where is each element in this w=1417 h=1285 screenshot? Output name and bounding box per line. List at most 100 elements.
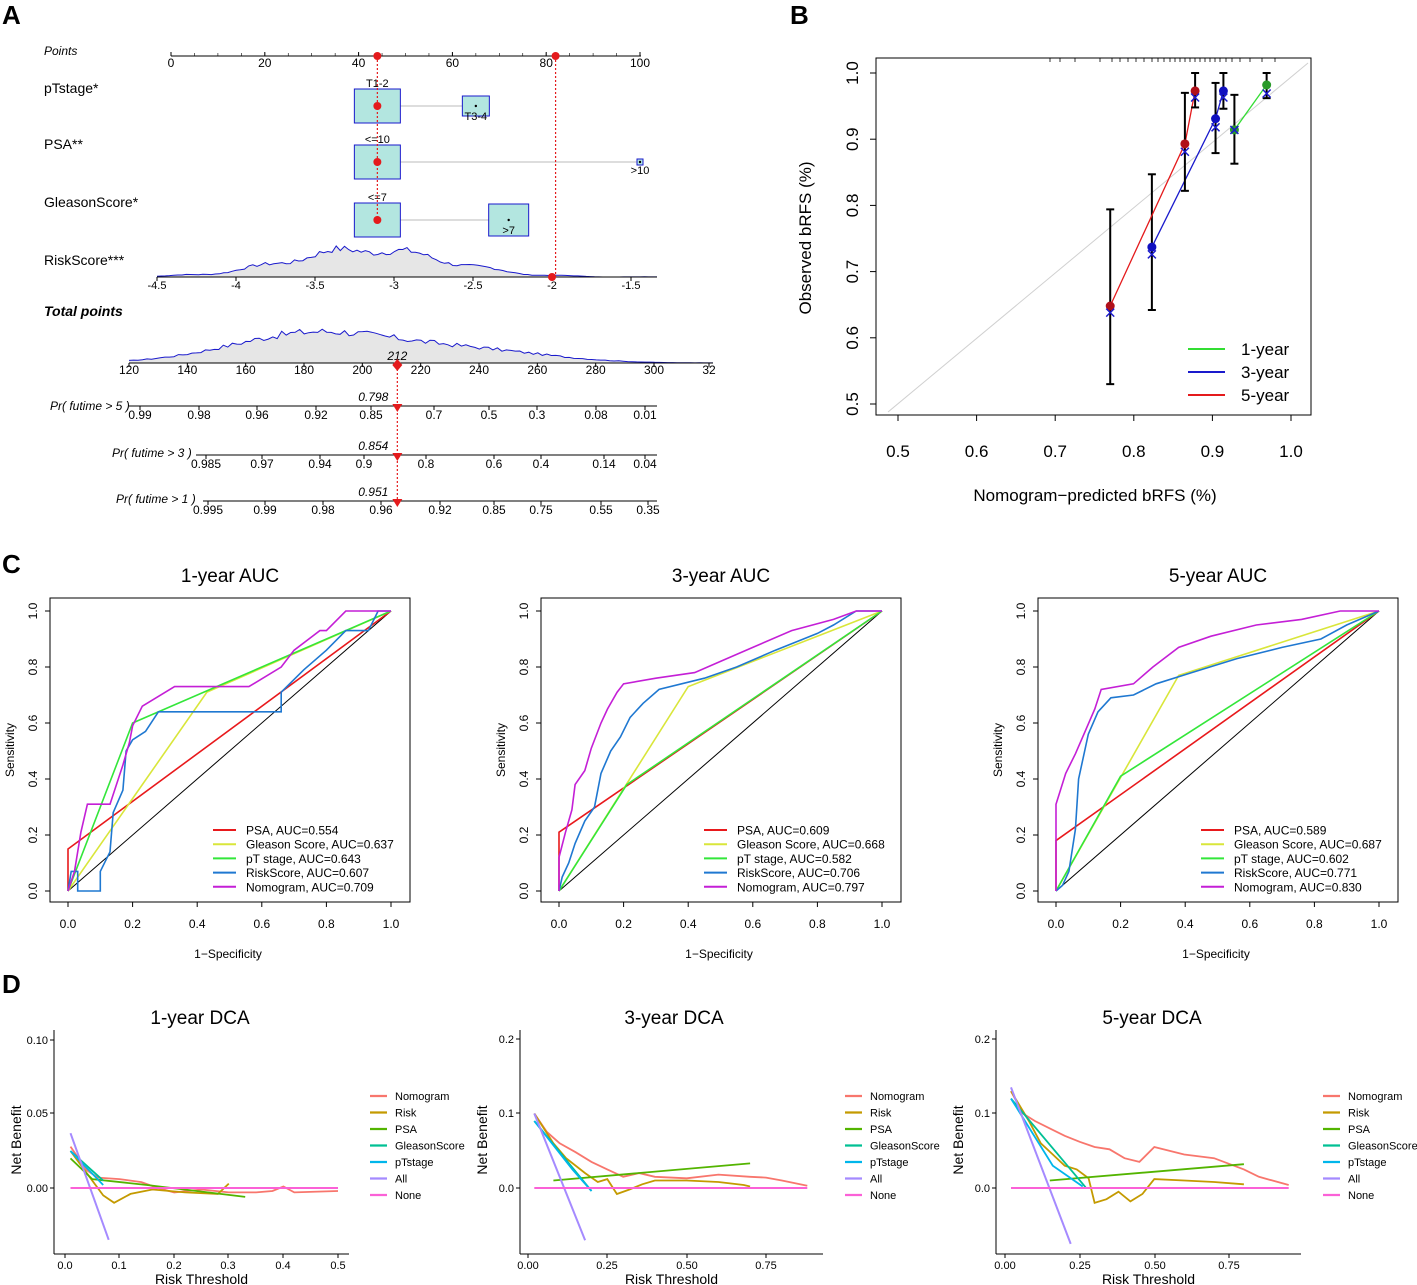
dca-x-label: Risk Threshold [155,1271,248,1285]
probability-tick-label: 0.99 [128,408,152,422]
dca-legend-label: Risk [395,1108,417,1120]
roc-x-tick-label: 0.0 [551,917,568,931]
riskscore-tick-label: -4 [231,280,241,292]
roc-y-tick-label: 0.2 [26,826,40,843]
dca-legend-label: All [1348,1174,1360,1186]
dca-title: 1-year DCA [150,1008,250,1029]
probability-tick-label: 0.985 [191,457,221,471]
points-tick-label: 100 [630,56,650,70]
probability-tick-label: 0.14 [592,457,616,471]
roc-y-tick-label: 0.0 [26,882,40,899]
roc-legend-label: Gleason Score, AUC=0.637 [246,838,394,852]
roc-y-tick-label: 1.0 [26,602,40,619]
dca-curve [553,1162,751,1182]
roc-curve [1055,610,1380,892]
riskscore-tick-label: -2.5 [464,280,483,292]
roc-diagonal [67,610,392,892]
dca-legend-label: Risk [870,1108,892,1120]
roc-legend-label: PSA, AUC=0.609 [737,824,830,838]
dca-x-tick-label: 0.3 [220,1260,235,1272]
dca-y-tick-label: 0.1 [975,1108,990,1120]
calibration-point [1147,242,1157,252]
roc-chart-2: 3-year AUC 0.0 0.0 0.2 0.2 0.4 0.4 0.6 0.6 0.8 0.8… [494,566,902,961]
roc-y-tick-label: 0.8 [26,658,40,675]
x-tick-label: 1.0 [1279,442,1303,461]
dca-y-tick-label: 0.2 [975,1034,990,1046]
dca-y-tick-label: 0.0 [499,1183,514,1195]
dca-curve [533,1112,808,1187]
corrected-marker [1262,88,1272,99]
roc-legend-label: pT stage, AUC=0.643 [246,852,361,866]
panel-letter-c: C [2,549,21,579]
riskscore-tick-label: -1.5 [622,280,641,292]
dca-legend-label: pTstage [395,1157,434,1169]
dca-legend-label: Nomogram [395,1091,449,1103]
points-tick-label: 80 [540,56,554,70]
roc-diagonal [558,610,883,892]
roc-y-label: Sensitivity [991,723,1005,777]
calibration-line-3-year [1151,90,1225,248]
dca-legend-label: GleasonScore [870,1141,940,1153]
level-dot [474,104,478,108]
legend-label: 3-year [1241,363,1290,382]
panel-letter-d: D [2,969,21,999]
probability-value: 0.951 [358,485,388,499]
roc-y-tick-label: 0.0 [517,882,531,899]
roc-x-tick-label: 0.2 [1112,917,1129,931]
dca-legend-label: None [395,1190,421,1202]
probability-tick-label: 0.85 [359,408,383,422]
riskscore-density-line [156,245,657,278]
panel-letter-b: B [790,0,809,30]
probability-marker [392,499,403,507]
roc-x-tick-label: 0.4 [1177,917,1194,931]
roc-x-tick-label: 0.0 [1048,917,1065,931]
dca-legend-label: GleasonScore [395,1141,465,1153]
roc-y-tick-label: 0.4 [1014,770,1028,787]
dca-y-label: Net Benefit [474,1105,490,1174]
probability-tick-label: 0.08 [584,408,608,422]
y-tick-label: 0.5 [843,392,862,416]
riskscore-tick-label: -4.5 [148,280,167,292]
corrected-marker [1211,122,1221,132]
roc-x-tick-label: 0.8 [809,917,826,931]
probability-tick-label: 0.4 [533,457,550,471]
roc-y-label: Sensitivity [3,723,17,777]
total-points-tick-label: 200 [352,363,372,377]
roc-x-tick-label: 1.0 [383,917,400,931]
dca-legend-label: PSA [395,1124,418,1136]
probability-tick-label: 0.75 [529,503,553,517]
total-points-tick-label: 180 [294,363,314,377]
ideal-diagonal [887,62,1309,413]
dca-legend-label: pTstage [1348,1157,1387,1169]
roc-frame [49,597,411,903]
x-tick-label: 0.8 [1122,442,1146,461]
roc-y-tick-label: 0.6 [517,714,531,731]
roc-y-label: Sensitivity [494,723,508,777]
dca-y-tick-label: 0.2 [499,1034,514,1046]
points-tick-label: 20 [258,56,272,70]
calibration-line-1-year [1233,84,1268,131]
roc-curve [67,610,391,892]
dca-curve [533,1113,587,1241]
variable-label: PSA** [44,136,83,152]
roc-legend-label: Nomogram, AUC=0.797 [737,880,865,894]
roc-y-tick-label: 0.6 [1014,714,1028,731]
dca-x-tick-label: 0.50 [1144,1260,1165,1272]
dca-legend-label: All [870,1174,882,1186]
dca-x-tick-label: 0.75 [1218,1260,1239,1272]
probability-tick-label: 0.04 [633,457,657,471]
level-label: <=7 [368,192,387,204]
dca-x-label: Risk Threshold [1102,1271,1195,1285]
dca-legend-label: Nomogram [1348,1091,1402,1103]
dca-legend-label: None [870,1190,896,1202]
roc-y-tick-label: 1.0 [1014,602,1028,619]
selected-point [373,216,382,224]
y-tick-label: 0.8 [843,194,862,218]
corrected-marker [1180,147,1190,157]
probability-marker [392,404,403,412]
riskscore-density-area [157,246,657,278]
roc-title: 5-year AUC [1169,566,1267,587]
roc-chart-1: 1-year AUC 0.0 0.0 0.2 0.2 0.4 0.4 0.6 0.6 0.8 0.8… [3,566,411,961]
